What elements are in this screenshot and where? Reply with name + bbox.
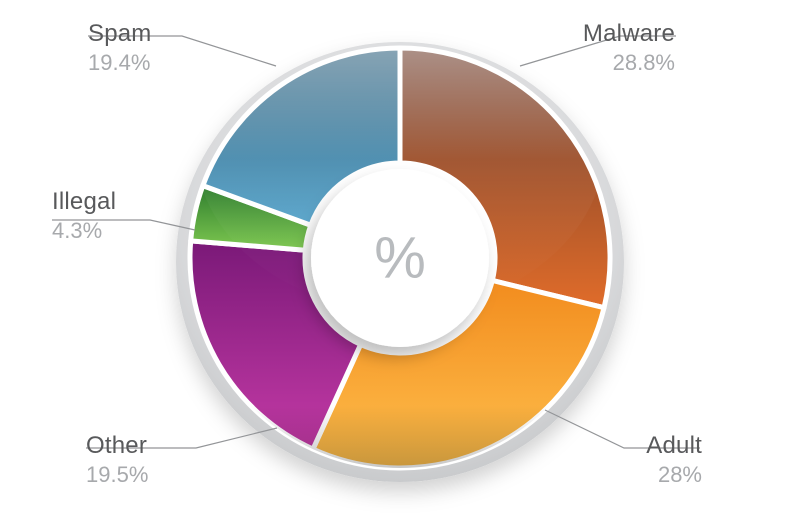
center-percent-icon: %	[374, 225, 426, 290]
label-malware: Malware28.8%	[583, 20, 675, 75]
label-name: Spam	[88, 20, 152, 48]
label-name: Malware	[583, 20, 675, 48]
label-pct: 28%	[646, 462, 702, 487]
label-adult: Adult28%	[646, 432, 702, 487]
label-name: Other	[86, 432, 148, 460]
label-name: Adult	[646, 432, 702, 460]
label-pct: 4.3%	[52, 218, 116, 243]
label-pct: 28.8%	[583, 50, 675, 75]
label-name: Illegal	[52, 188, 116, 216]
label-spam: Spam19.4%	[88, 20, 152, 75]
label-other: Other19.5%	[86, 432, 148, 487]
label-pct: 19.5%	[86, 462, 148, 487]
donut-chart: % Malware28.8% Adult28% Other19.5% Illegal4…	[0, 0, 800, 516]
label-illegal: Illegal4.3%	[52, 188, 116, 243]
label-pct: 19.4%	[88, 50, 152, 75]
